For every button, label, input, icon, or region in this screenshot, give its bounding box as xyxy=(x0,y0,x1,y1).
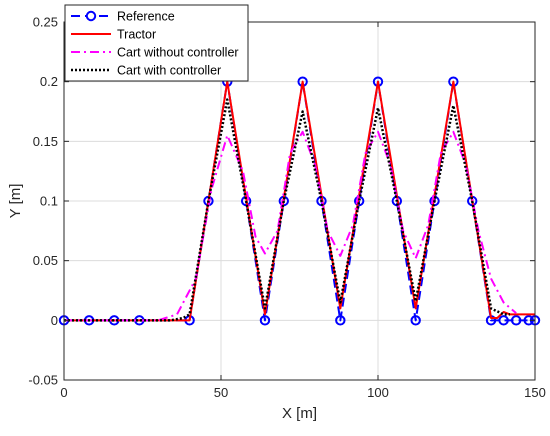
y-tick-label: 0.25 xyxy=(33,15,58,30)
data-point-reference xyxy=(510,315,522,326)
legend-item-cart-without-controller: Cart without controller xyxy=(71,46,239,60)
series-line-cart-without-controller xyxy=(64,130,517,322)
x-axis-label: X [m] xyxy=(282,405,317,422)
x-tick-label: 150 xyxy=(524,385,546,400)
legend: Reference Tractor Cart without controller C… xyxy=(64,4,249,82)
data-point-reference xyxy=(259,315,271,326)
legend-item-reference: Reference xyxy=(71,10,175,24)
y-tick-label: 0.15 xyxy=(33,134,58,149)
y-axis-label: Y [m] xyxy=(7,184,24,219)
legend-item-cart-with-controller: Cart with controller xyxy=(71,64,221,78)
y-tick-label: 0.05 xyxy=(33,253,58,268)
y-tick-label: 0.1 xyxy=(40,194,58,209)
legend-label: Cart without controller xyxy=(117,46,239,60)
legend-item-tractor: Tractor xyxy=(71,28,156,42)
data-point-reference xyxy=(410,315,421,326)
x-tick-label: 0 xyxy=(60,385,67,400)
legend-label: Cart with controller xyxy=(117,64,221,78)
x-tick-label: 100 xyxy=(367,385,389,400)
x-tick-label: 50 xyxy=(214,385,228,400)
data-point-reference xyxy=(335,315,346,326)
series-line-reference xyxy=(64,80,535,322)
y-tick-label: 0.2 xyxy=(40,74,58,89)
data-point-reference xyxy=(498,315,509,326)
legend-label: Reference xyxy=(117,10,175,24)
legend-label: Tractor xyxy=(117,28,156,42)
y-tick-label: 0 xyxy=(51,313,58,328)
y-tick-label: -0.05 xyxy=(28,373,58,388)
series-line-cart-with-controller xyxy=(64,98,510,322)
legend-marker xyxy=(85,10,97,22)
